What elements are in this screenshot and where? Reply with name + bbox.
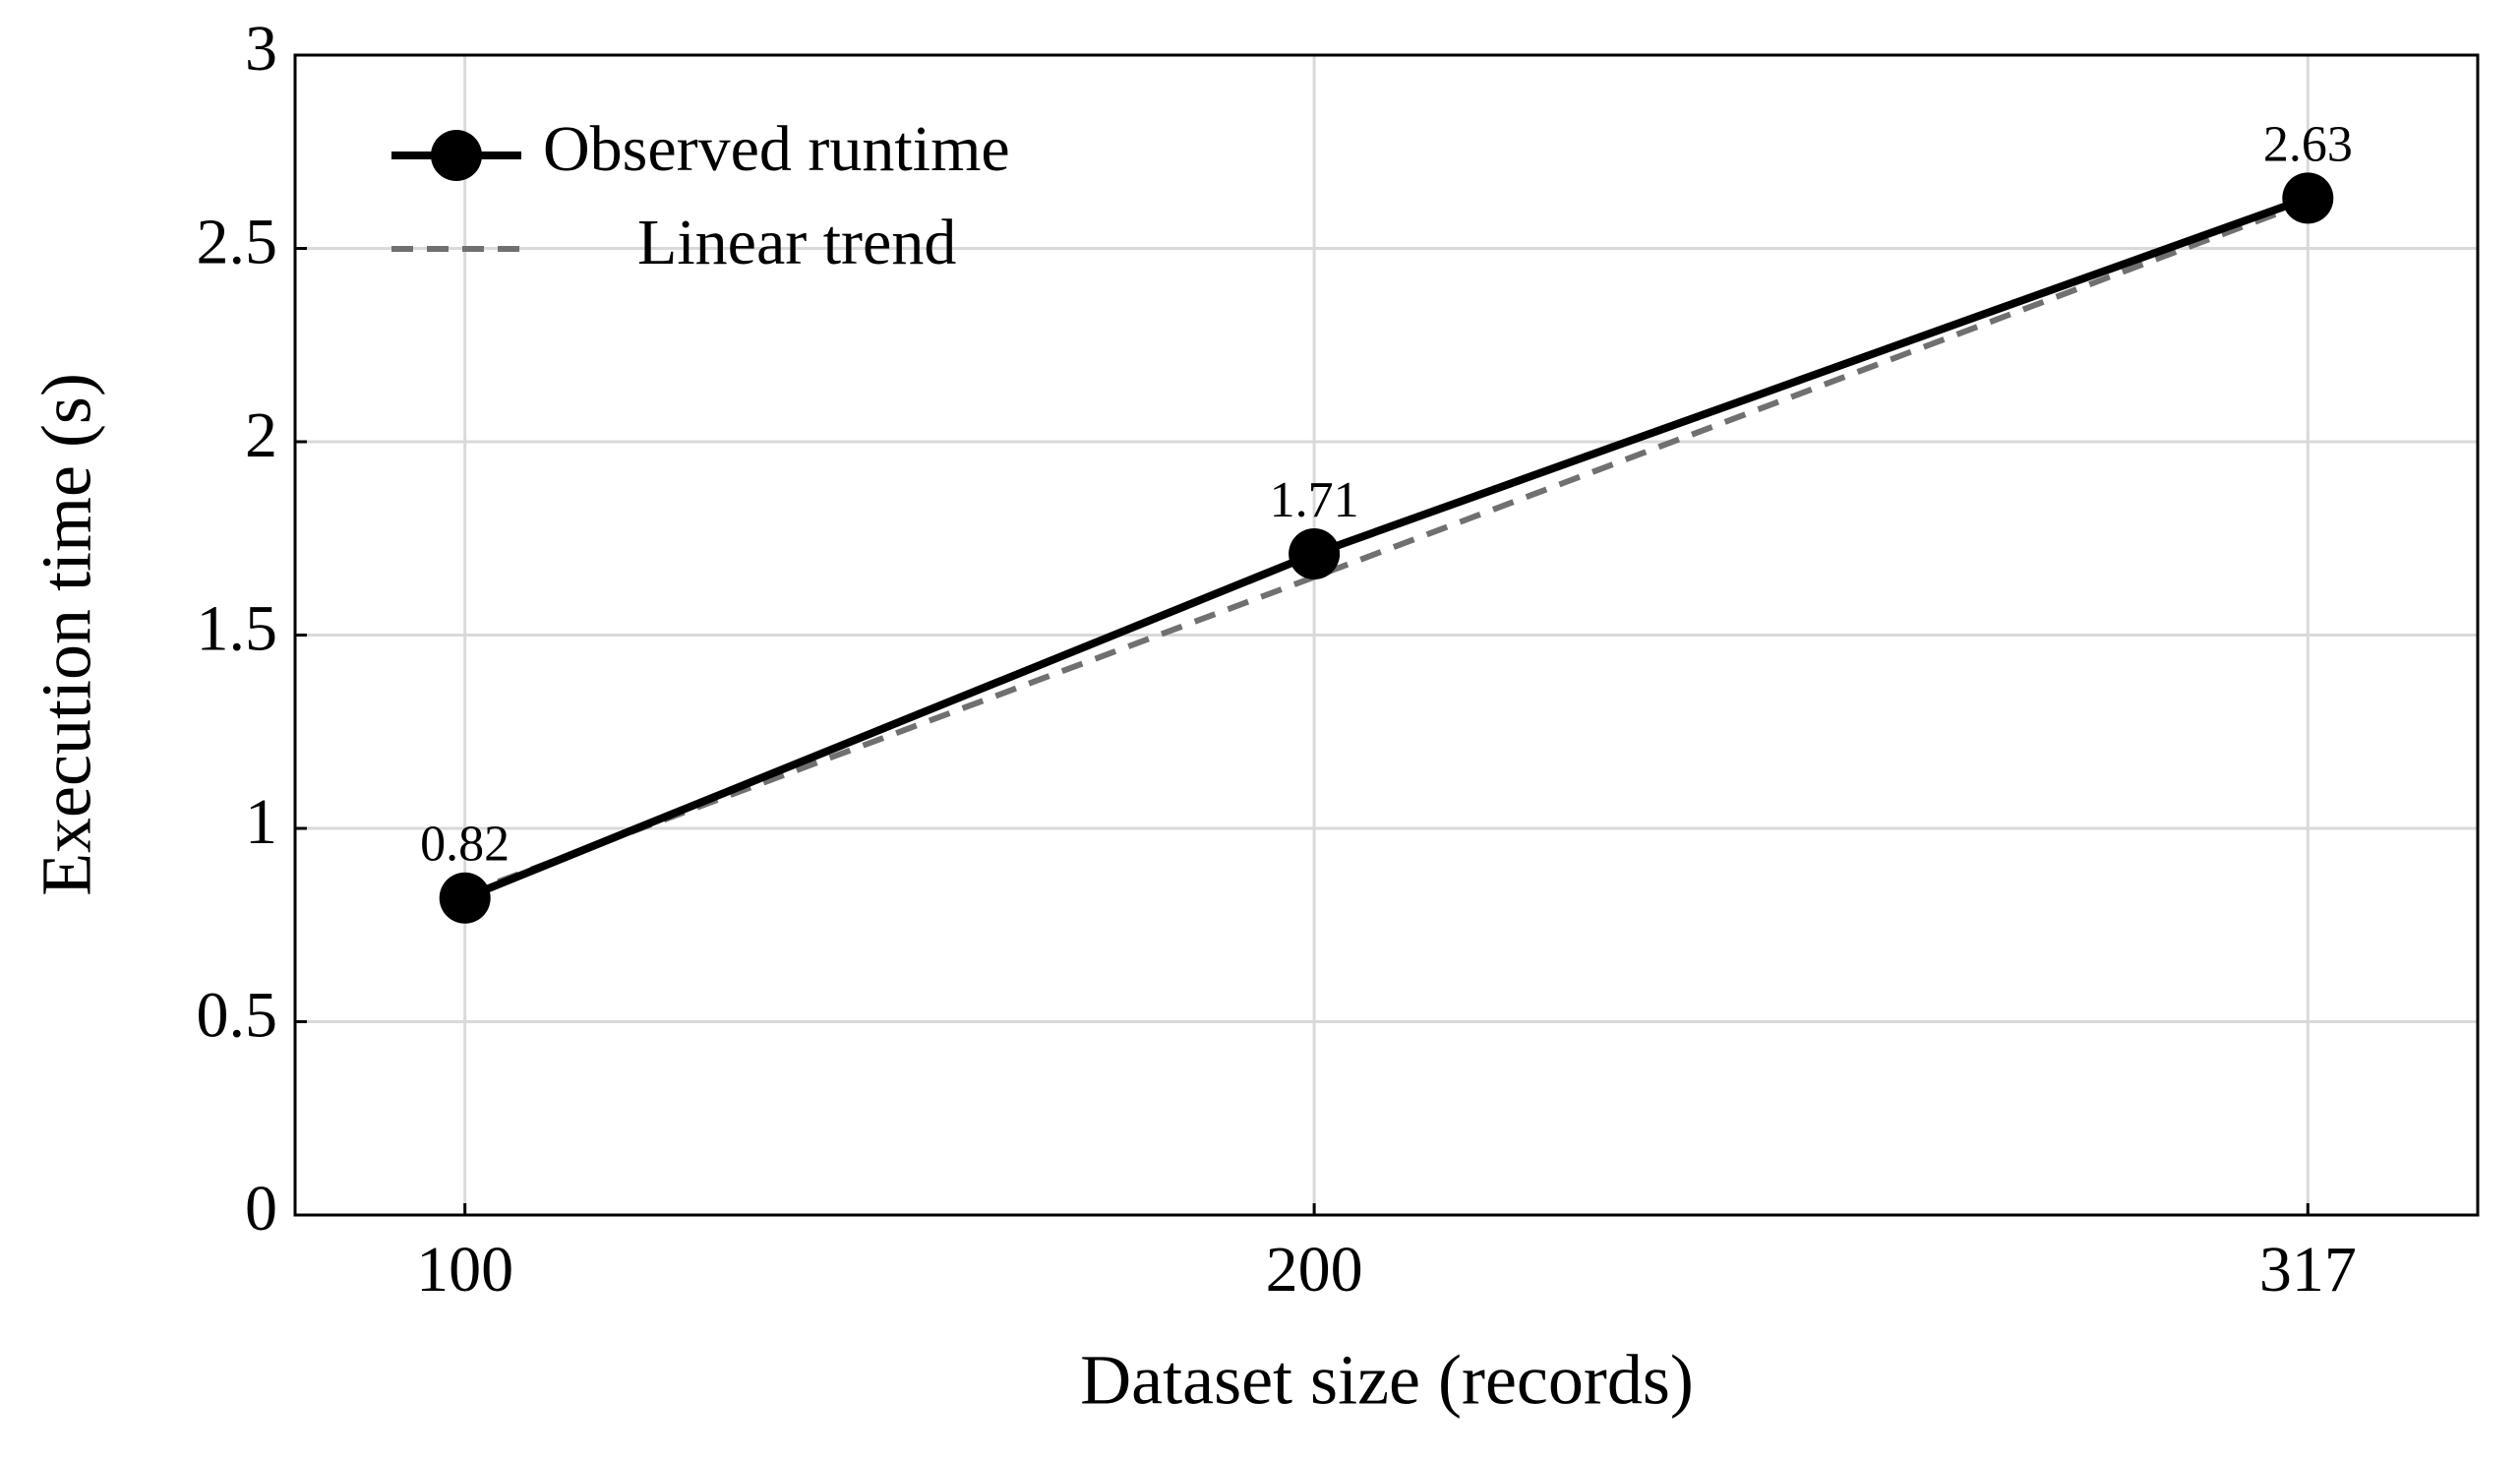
- y-tick-label: 1.5: [197, 593, 278, 665]
- x-tick-label: 200: [1266, 1234, 1363, 1306]
- y-tick-label: 2.5: [197, 207, 278, 278]
- legend-label: Observed runtime: [543, 113, 1010, 185]
- y-tick-label: 0: [245, 1173, 277, 1245]
- x-axis-label: Dataset size (records): [1080, 1341, 1694, 1420]
- y-tick-label: 3: [245, 13, 277, 85]
- plot-frame: [293, 53, 2480, 1217]
- legend-label: Linear trend: [637, 207, 956, 278]
- y-tick-label: 2: [245, 399, 277, 471]
- data-point: [2282, 172, 2334, 224]
- data-point: [439, 872, 491, 924]
- x-tick-label: 100: [416, 1234, 513, 1306]
- data-label: 1.71: [1270, 472, 1359, 528]
- y-tick-label: 1: [245, 786, 277, 858]
- y-axis-label: Execution time (s): [28, 373, 106, 896]
- data-point: [1289, 527, 1341, 579]
- legend-marker: [431, 130, 482, 181]
- data-label: 2.63: [2263, 116, 2353, 172]
- data-label: 0.82: [420, 817, 510, 873]
- x-tick-label: 317: [2259, 1234, 2357, 1306]
- y-tick-label: 0.5: [197, 980, 278, 1052]
- series-line: [463, 199, 2310, 897]
